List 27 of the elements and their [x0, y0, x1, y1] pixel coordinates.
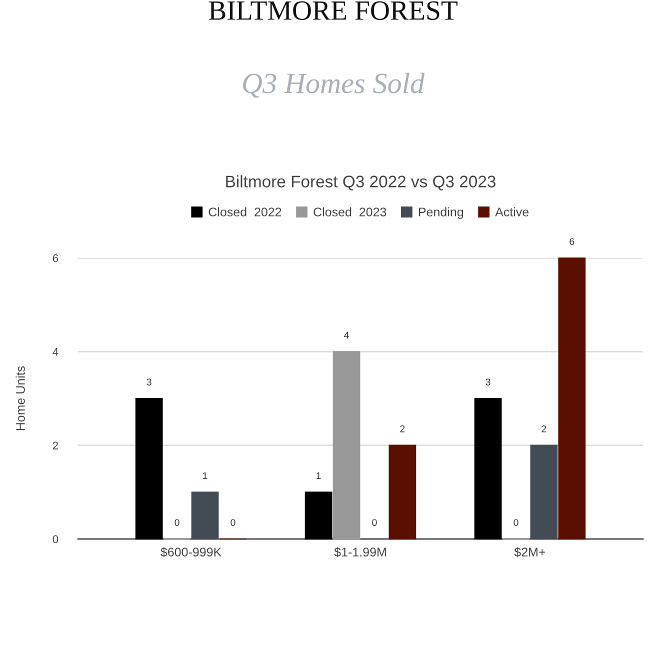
text: Q3 Homes Sold	[243, 72, 425, 98]
y-tick-label: 2	[52, 442, 58, 450]
y-tick-label: 0	[52, 535, 58, 544]
data-label: 1	[316, 472, 321, 480]
data-label: 2	[400, 425, 405, 432]
data-label: 0	[514, 519, 518, 526]
legend-label: Pending	[418, 207, 464, 219]
data-label: 3	[486, 378, 490, 386]
y-axis-title: Home Units	[16, 366, 25, 430]
data-label: 0	[230, 519, 236, 526]
legend-label: Closed 2022	[208, 207, 282, 216]
y-tick-label: 6	[52, 254, 58, 262]
y-tick-label: 4	[52, 348, 58, 356]
text: BILTMORE FOREST	[208, 1, 458, 20]
x-tick-label: $600-999K	[160, 547, 222, 558]
chart-title: Biltmore Forest Q3 2022 vs Q3 2023	[226, 175, 496, 190]
x-tick-label: $2M+	[514, 547, 546, 558]
legend-label: Closed 2023	[314, 207, 386, 216]
data-label: 0	[174, 519, 180, 526]
x-tick-label: $1-1.99M	[334, 547, 386, 558]
data-label: 6	[570, 238, 574, 245]
data-label: 3	[146, 378, 152, 386]
data-label: 1	[203, 472, 208, 480]
legend-label: Active	[495, 207, 529, 216]
data-label: 0	[372, 519, 377, 526]
data-label: 2	[542, 425, 546, 432]
data-label: 4	[344, 332, 349, 339]
